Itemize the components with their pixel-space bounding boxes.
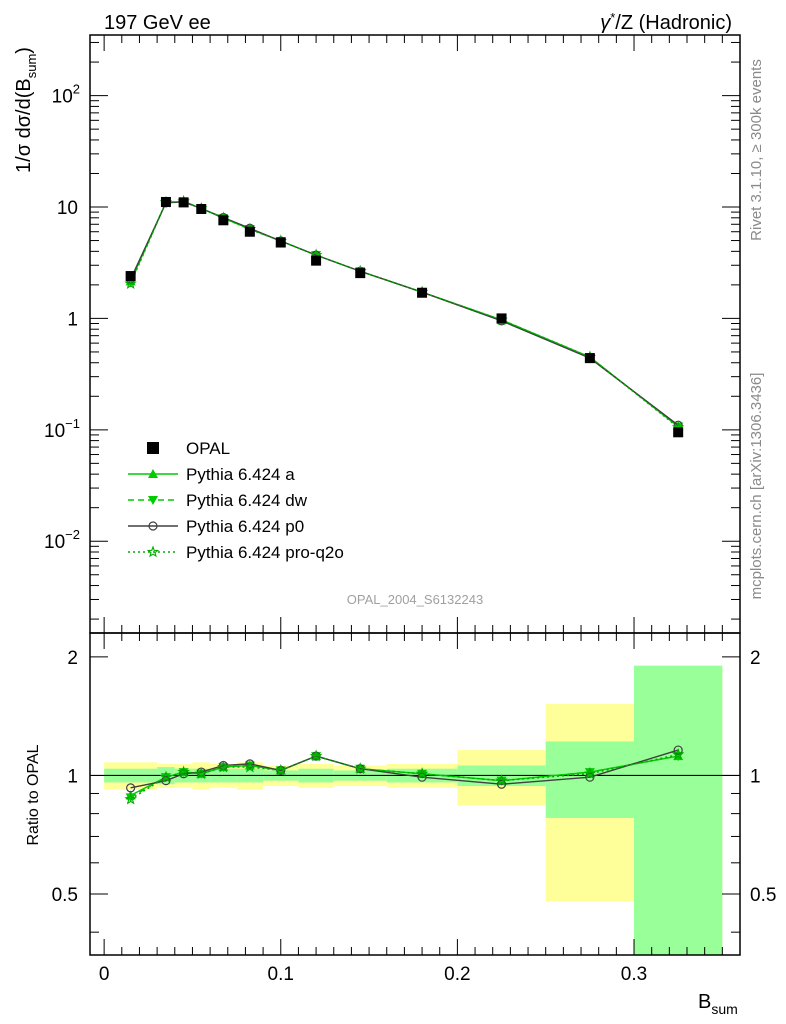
y-tick-label: 10 (57, 198, 78, 219)
ratio-frame (89, 632, 741, 956)
ratio-plot: 0 0.1 0.2 0.3 0.5 0.5 1 1 2 2 (52, 632, 776, 985)
ratio-point-p0 (126, 783, 136, 793)
y-axis-label-ratio: Ratio to OPAL (25, 744, 42, 845)
legend-marker-p0 (148, 521, 158, 531)
ratio-point-p0 (585, 772, 595, 782)
y-tick-label: 10−1 (44, 416, 80, 442)
data-point (673, 427, 684, 438)
y-axis-label-main: 1/σ dσ/d(Bsum) (13, 47, 39, 173)
x-tick-label: 0 (99, 964, 110, 985)
series-line-proq2o (129, 200, 679, 429)
ratio-point-proq2o (243, 760, 257, 773)
ratio-y-tick-label-left: 0.5 (52, 885, 78, 906)
ratio-point-p0 (417, 772, 427, 782)
ratio-point-proq2o (415, 767, 429, 780)
ratio-band-stat (634, 665, 723, 955)
x-tick-label: 0.2 (444, 964, 470, 985)
ratio-point-proq2o (671, 747, 685, 760)
analysis-watermark: OPAL_2004_S6132243 (347, 592, 483, 607)
ratio-point-proq2o (354, 762, 367, 775)
ratio-y-tick-label-right: 0.5 (750, 885, 776, 906)
ratio-point-proq2o (217, 760, 230, 773)
data-point (218, 215, 229, 226)
data-point (355, 268, 366, 279)
data-point (244, 226, 255, 237)
legend: OPAL Pythia 6.424 a Pythia 6.424 dw Pythia … (128, 439, 344, 562)
x-tick-label: 0.1 (268, 964, 294, 985)
ratio-point-proq2o (309, 749, 323, 762)
header-left: 197 GeV ee (104, 12, 211, 34)
data-point (275, 237, 286, 248)
y-tick-label: 102 (52, 82, 80, 108)
ratio-point-p0 (245, 759, 255, 769)
ratio-point-proq2o (194, 767, 208, 780)
series-line-dw (129, 200, 679, 428)
ratio-point-proq2o (583, 767, 597, 780)
ratio-y-tick-label-right: 1 (750, 766, 761, 787)
data-point (311, 255, 322, 266)
ratio-point-proq2o (177, 765, 190, 778)
header-right: γ*/Z (Hadronic) (600, 10, 732, 34)
ratio-point-dw (584, 768, 595, 778)
mcplots-label: mcplots.cern.ch [arXiv:1306.3436] (748, 373, 765, 600)
legend-label-p0: Pythia 6.424 p0 (186, 517, 304, 536)
ratio-point-proq2o (495, 774, 508, 786)
ratio-point-proq2o (274, 763, 287, 776)
ratio-point-proq2o (159, 770, 173, 783)
series-point-proq2o (124, 277, 137, 289)
legend-marker-a (148, 469, 158, 478)
data-point (496, 313, 507, 324)
ratio-line-proq2o (130, 753, 679, 800)
legend-label-proq2o: Pythia 6.424 pro-q2o (186, 543, 344, 562)
legend-label-data: OPAL (186, 439, 230, 458)
rivet-version-label: Rivet 3.1.10, ≥ 300k events (748, 59, 765, 241)
legend-marker-dw (148, 496, 158, 505)
y-tick-label: 10−2 (44, 527, 80, 553)
legend-marker-data (147, 442, 159, 454)
y-tick-label: 1 (67, 309, 78, 330)
ratio-point-p0 (673, 745, 683, 755)
legend-label-a: Pythia 6.424 a (186, 465, 295, 484)
data-point (178, 197, 189, 208)
ratio-point-proq2o (124, 792, 137, 805)
data-point (584, 353, 595, 364)
data-point (160, 196, 171, 207)
legend-marker-proq2o (146, 545, 160, 558)
ratio-y-tick-label-left: 1 (67, 766, 78, 787)
ratio-y-tick-label-right: 2 (750, 648, 761, 669)
legend-label-dw: Pythia 6.424 dw (186, 491, 308, 510)
ratio-point-p0 (496, 779, 507, 789)
series-line-p0 (129, 201, 679, 426)
data-point (417, 287, 428, 298)
x-tick-label: 0.3 (621, 964, 647, 985)
series-line-a (129, 200, 679, 428)
main-plot: 10−2 10−1 1 10 102 (44, 34, 741, 649)
data-point (196, 203, 207, 214)
ratio-point-dw (125, 793, 136, 803)
ratio-y-tick-label-left: 2 (67, 648, 78, 669)
data-point (125, 271, 136, 282)
x-axis-label: Bsum (698, 991, 738, 1017)
